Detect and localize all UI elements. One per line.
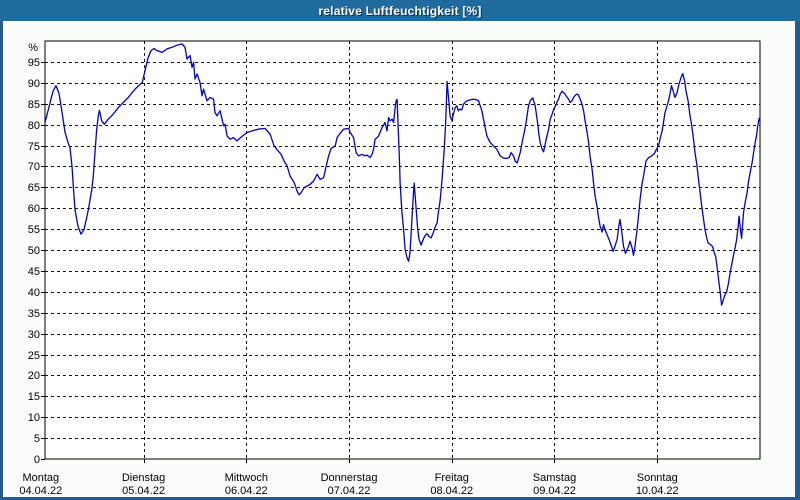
humidity-line [44, 43, 760, 306]
day-date-label: 04.04.22 [19, 485, 62, 497]
y-tick-label: 45 [28, 266, 40, 278]
y-tick-label: 80 [28, 120, 40, 132]
y-tick-label: 70 [28, 161, 40, 173]
title-bar: relative Luftfeuchtigkeit [%] [0, 0, 800, 21]
y-tick-label: 65 [28, 182, 40, 194]
y-tick-label: 55 [28, 224, 40, 236]
y-tick-label: 15 [28, 391, 40, 403]
y-tick-label: 25 [28, 350, 40, 362]
y-tick-label: 30 [28, 329, 40, 341]
day-date-label: 10.04.22 [636, 485, 679, 497]
y-tick-label: 75 [28, 141, 40, 153]
y-axis-unit-label: % [28, 42, 38, 54]
day-date-label: 06.04.22 [225, 485, 268, 497]
y-tick-label: 60 [28, 203, 40, 215]
day-date-label: 08.04.22 [430, 485, 473, 497]
day-date-label: 07.04.22 [328, 485, 371, 497]
y-tick-label: 50 [28, 245, 40, 257]
day-name-label: Donnerstag [321, 472, 378, 484]
y-tick-label: 0 [34, 454, 40, 466]
y-tick-label: 10 [28, 412, 40, 424]
day-date-label: 09.04.22 [533, 485, 576, 497]
y-tick-label: 85 [28, 99, 40, 111]
day-name-label: Dienstag [122, 472, 165, 484]
day-date-label: 05.04.22 [122, 485, 165, 497]
y-tick-label: 90 [28, 78, 40, 90]
y-tick-label: 95 [28, 57, 40, 69]
day-name-label: Mittwoch [225, 472, 268, 484]
y-tick-label: 20 [28, 370, 40, 382]
day-name-label: Freitag [435, 472, 469, 484]
y-tick-label: 35 [28, 308, 40, 320]
chart-title: relative Luftfeuchtigkeit [%] [318, 3, 482, 18]
day-name-label: Montag [22, 472, 59, 484]
day-name-label: Samstag [533, 472, 576, 484]
y-tick-label: 40 [28, 287, 40, 299]
day-name-label: Sonntag [637, 472, 678, 484]
y-tick-label: 5 [34, 433, 40, 445]
